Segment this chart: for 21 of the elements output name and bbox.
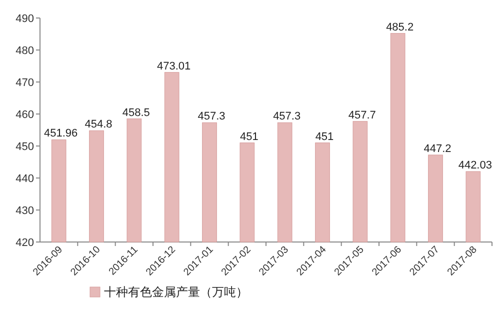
y-tick-label: 420 — [16, 237, 34, 249]
y-tick-label: 460 — [16, 109, 34, 121]
y-tick-label: 450 — [16, 141, 34, 153]
data-label: 457.7 — [348, 109, 376, 122]
data-label: 447.2 — [424, 142, 452, 155]
data-label: 451 — [240, 130, 258, 143]
data-label: 442.03 — [458, 160, 492, 172]
data-label: 454.8 — [84, 118, 112, 131]
legend-label: 十种有色金属产量（万吨） — [104, 285, 248, 299]
y-tick-label: 490 — [16, 13, 34, 25]
y-tick-label: 480 — [16, 45, 34, 57]
y-tick-label: 470 — [16, 77, 34, 89]
y-tick-label: 440 — [16, 173, 34, 185]
y-tick-label: 430 — [16, 205, 34, 217]
data-label: 473.01 — [157, 60, 191, 72]
data-label: 451 — [315, 130, 334, 143]
data-label: 457.3 — [273, 110, 301, 123]
data-label: 485.2 — [386, 21, 414, 34]
data-label: 451.96 — [44, 128, 78, 140]
data-label: 457.3 — [198, 110, 226, 123]
data-label: 458.5 — [122, 106, 150, 119]
